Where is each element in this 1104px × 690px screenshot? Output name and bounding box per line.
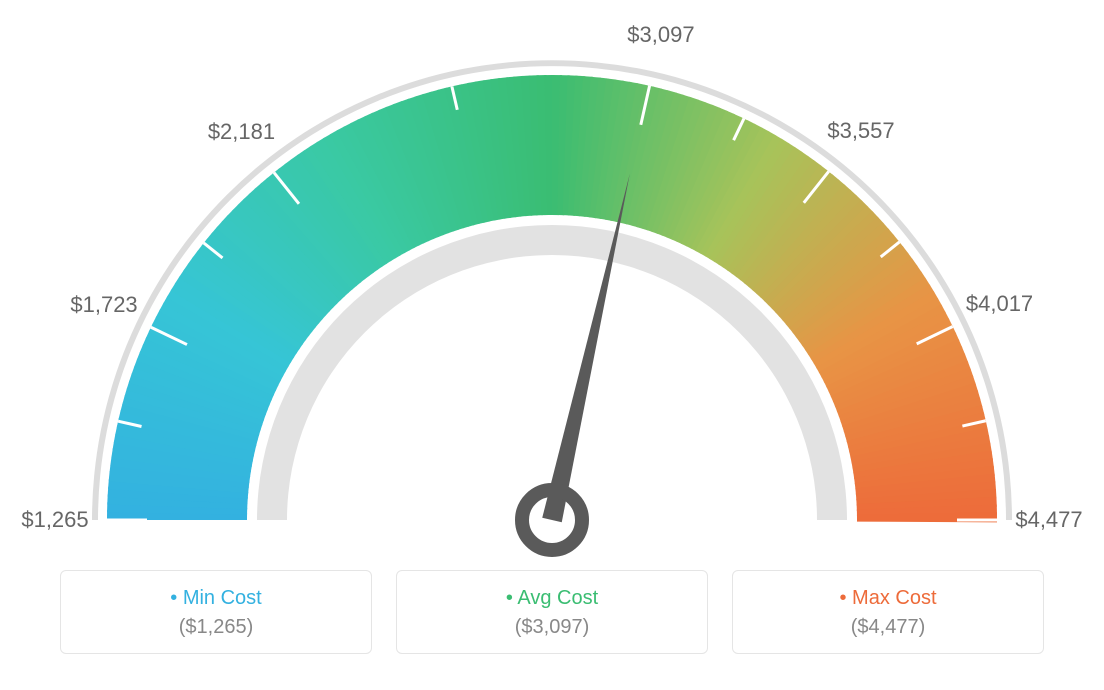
tick-label: $1,265 xyxy=(21,507,88,533)
tick-label: $3,557 xyxy=(827,118,894,144)
gauge-chart: $1,265 $1,723 $2,181 $3,097 $3,557 $4,017 $4,4… xyxy=(0,0,1104,560)
tick-label: $3,097 xyxy=(627,22,694,48)
legend-card-max: Max Cost ($4,477) xyxy=(732,570,1044,654)
tick-label: $4,477 xyxy=(1015,507,1082,533)
legend-max-value: ($4,477) xyxy=(733,616,1043,639)
gauge-svg xyxy=(0,0,1104,560)
tick-label: $1,723 xyxy=(70,292,137,318)
legend-card-avg: Avg Cost ($3,097) xyxy=(396,570,708,654)
legend-min-label: Min Cost xyxy=(61,587,371,610)
legend-avg-value: ($3,097) xyxy=(397,616,707,639)
legend-row: Min Cost ($1,265) Avg Cost ($3,097) Max … xyxy=(0,570,1104,654)
legend-min-value: ($1,265) xyxy=(61,616,371,639)
legend-avg-label: Avg Cost xyxy=(397,587,707,610)
tick-label: $4,017 xyxy=(966,291,1033,317)
legend-max-label: Max Cost xyxy=(733,587,1043,610)
tick-label: $2,181 xyxy=(208,119,275,145)
legend-card-min: Min Cost ($1,265) xyxy=(60,570,372,654)
